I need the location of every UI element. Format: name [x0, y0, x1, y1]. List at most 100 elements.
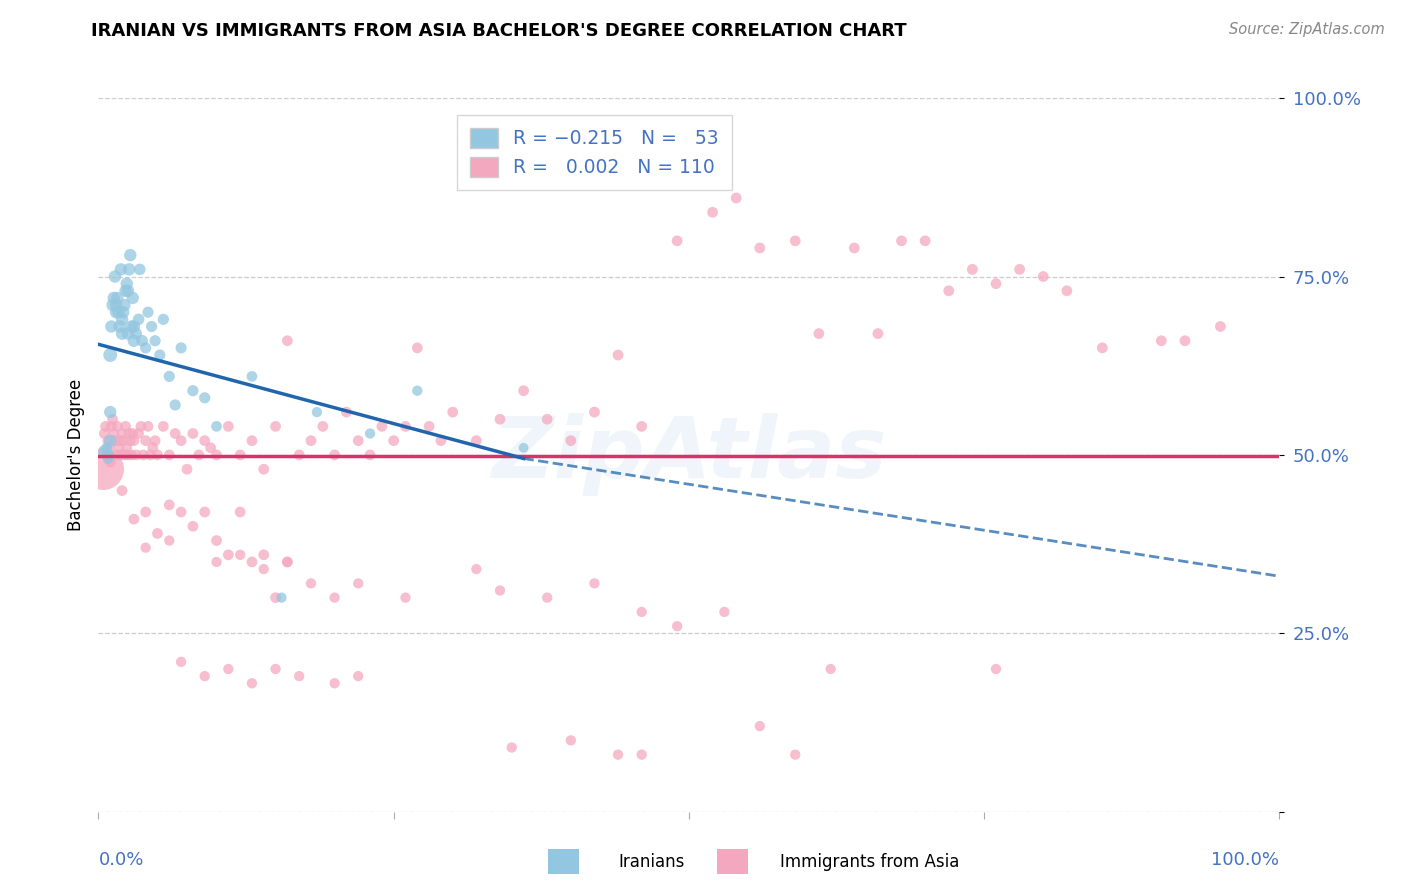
Point: [240, 555, 263, 569]
Point: [347, 669, 370, 683]
Point: [112, 434, 135, 448]
Point: [205, 555, 228, 569]
Point: [98, 448, 121, 462]
Point: [536, 591, 558, 605]
Text: ZipAtlas: ZipAtlas: [491, 413, 887, 497]
Text: Source: ZipAtlas.com: Source: ZipAtlas.com: [1229, 22, 1385, 37]
Point: [135, 505, 157, 519]
Point: [666, 619, 689, 633]
Point: [165, 398, 187, 412]
Point: [205, 533, 228, 548]
Point: [104, 269, 127, 284]
Point: [347, 434, 370, 448]
Point: [122, 334, 145, 348]
Point: [844, 241, 866, 255]
Point: [181, 519, 204, 533]
Point: [465, 562, 488, 576]
Point: [229, 505, 252, 519]
Point: [105, 448, 128, 462]
Point: [713, 605, 735, 619]
Point: [512, 441, 534, 455]
Point: [229, 548, 252, 562]
Point: [114, 419, 136, 434]
Point: [194, 391, 217, 405]
Point: [187, 448, 209, 462]
Legend: R = −0.215   N =   53, R =   0.002   N = 110: R = −0.215 N = 53, R = 0.002 N = 110: [457, 115, 733, 190]
Point: [866, 326, 889, 341]
Point: [441, 405, 464, 419]
Point: [110, 448, 132, 462]
Point: [465, 434, 488, 448]
Point: [276, 334, 298, 348]
Point: [136, 305, 159, 319]
Point: [132, 448, 155, 462]
Point: [111, 312, 134, 326]
Point: [105, 298, 128, 312]
Point: [406, 384, 429, 398]
Point: [97, 451, 120, 466]
Point: [105, 291, 128, 305]
Point: [914, 234, 936, 248]
Point: [115, 277, 138, 291]
Point: [785, 747, 807, 762]
Point: [347, 576, 370, 591]
Point: [359, 426, 381, 441]
Point: [170, 341, 193, 355]
Point: [406, 341, 429, 355]
Point: [107, 441, 129, 455]
Point: [200, 441, 222, 455]
Point: [748, 241, 770, 255]
Point: [114, 284, 136, 298]
Point: [135, 434, 157, 448]
Point: [108, 319, 131, 334]
Point: [170, 505, 193, 519]
Point: [120, 434, 142, 448]
Point: [93, 444, 115, 458]
Text: 100.0%: 100.0%: [1212, 851, 1279, 869]
Point: [630, 747, 652, 762]
Point: [240, 676, 263, 690]
Point: [118, 426, 141, 441]
Point: [101, 298, 124, 312]
Point: [394, 419, 416, 434]
Point: [512, 384, 534, 398]
Point: [146, 526, 169, 541]
Point: [583, 405, 606, 419]
Point: [181, 384, 204, 398]
Point: [121, 291, 143, 305]
Point: [276, 555, 298, 569]
Point: [630, 419, 652, 434]
Y-axis label: Bachelor's Degree: Bachelor's Degree: [66, 379, 84, 531]
Point: [120, 248, 142, 262]
Point: [143, 334, 166, 348]
Point: [264, 419, 287, 434]
Text: 0.0%: 0.0%: [98, 851, 143, 869]
Point: [288, 448, 311, 462]
Point: [194, 505, 217, 519]
Point: [176, 462, 198, 476]
Point: [131, 334, 153, 348]
Point: [98, 405, 121, 419]
Point: [125, 326, 148, 341]
Point: [115, 441, 138, 455]
Point: [135, 541, 157, 555]
Point: [136, 419, 159, 434]
Point: [128, 312, 150, 326]
Point: [630, 605, 652, 619]
Point: [276, 555, 298, 569]
Point: [217, 548, 239, 562]
Point: [111, 483, 134, 498]
Point: [111, 426, 134, 441]
Point: [100, 319, 122, 334]
Point: [418, 419, 440, 434]
Point: [97, 434, 120, 448]
Text: Immigrants from Asia: Immigrants from Asia: [780, 853, 960, 871]
Point: [607, 348, 630, 362]
Point: [489, 583, 512, 598]
Point: [118, 262, 141, 277]
Point: [807, 326, 830, 341]
Point: [501, 740, 523, 755]
Point: [108, 434, 131, 448]
Point: [382, 434, 405, 448]
Point: [170, 655, 193, 669]
